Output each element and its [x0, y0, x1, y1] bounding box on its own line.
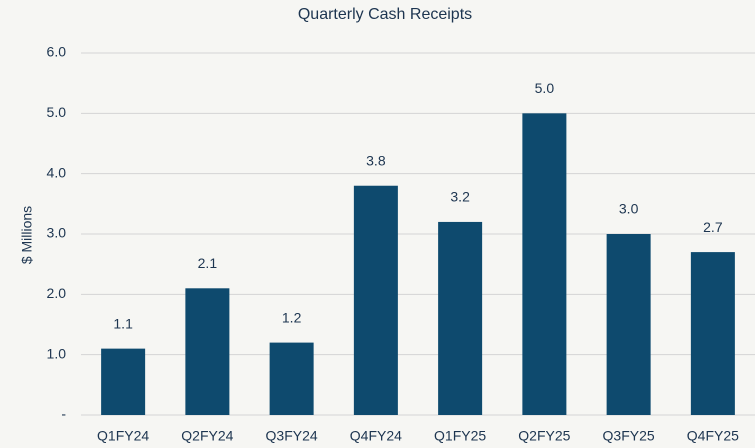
x-tick-label: Q3FY25: [603, 428, 655, 444]
x-tick-label: Q1FY25: [434, 428, 486, 444]
bar: [269, 342, 314, 415]
bar: [438, 221, 483, 415]
bar: [101, 348, 146, 415]
bar: [690, 252, 735, 415]
data-label: 2.7: [703, 219, 723, 235]
y-axis-label: $ Millions: [19, 206, 35, 264]
data-label: 2.1: [198, 255, 218, 271]
y-tick-label: 1.0: [47, 345, 67, 361]
y-tick-label: 2.0: [47, 285, 67, 301]
bar: [185, 288, 230, 415]
y-tick-label: 3.0: [47, 225, 67, 241]
data-label: 1.2: [282, 309, 302, 325]
data-label: 3.8: [366, 152, 386, 168]
y-tick-label: -: [61, 406, 66, 422]
x-tick-label: Q2FY25: [518, 428, 570, 444]
data-label: 5.0: [535, 80, 555, 96]
x-tick-label: Q1FY24: [97, 428, 149, 444]
x-tick-label: Q2FY24: [181, 428, 233, 444]
y-tick-label: 4.0: [47, 164, 67, 180]
data-label: 3.0: [619, 201, 639, 217]
data-label: 1.1: [113, 315, 133, 331]
y-tick-label: 6.0: [47, 44, 67, 60]
x-tick-label: Q4FY25: [687, 428, 739, 444]
x-tick-label: Q4FY24: [350, 428, 402, 444]
chart-title: Quarterly Cash Receipts: [298, 6, 472, 23]
bar: [522, 113, 567, 415]
bar: [606, 234, 651, 415]
x-tick-label: Q3FY24: [266, 428, 318, 444]
data-label: 3.2: [450, 189, 470, 205]
y-tick-label: 5.0: [47, 104, 67, 120]
bar: [353, 185, 398, 415]
